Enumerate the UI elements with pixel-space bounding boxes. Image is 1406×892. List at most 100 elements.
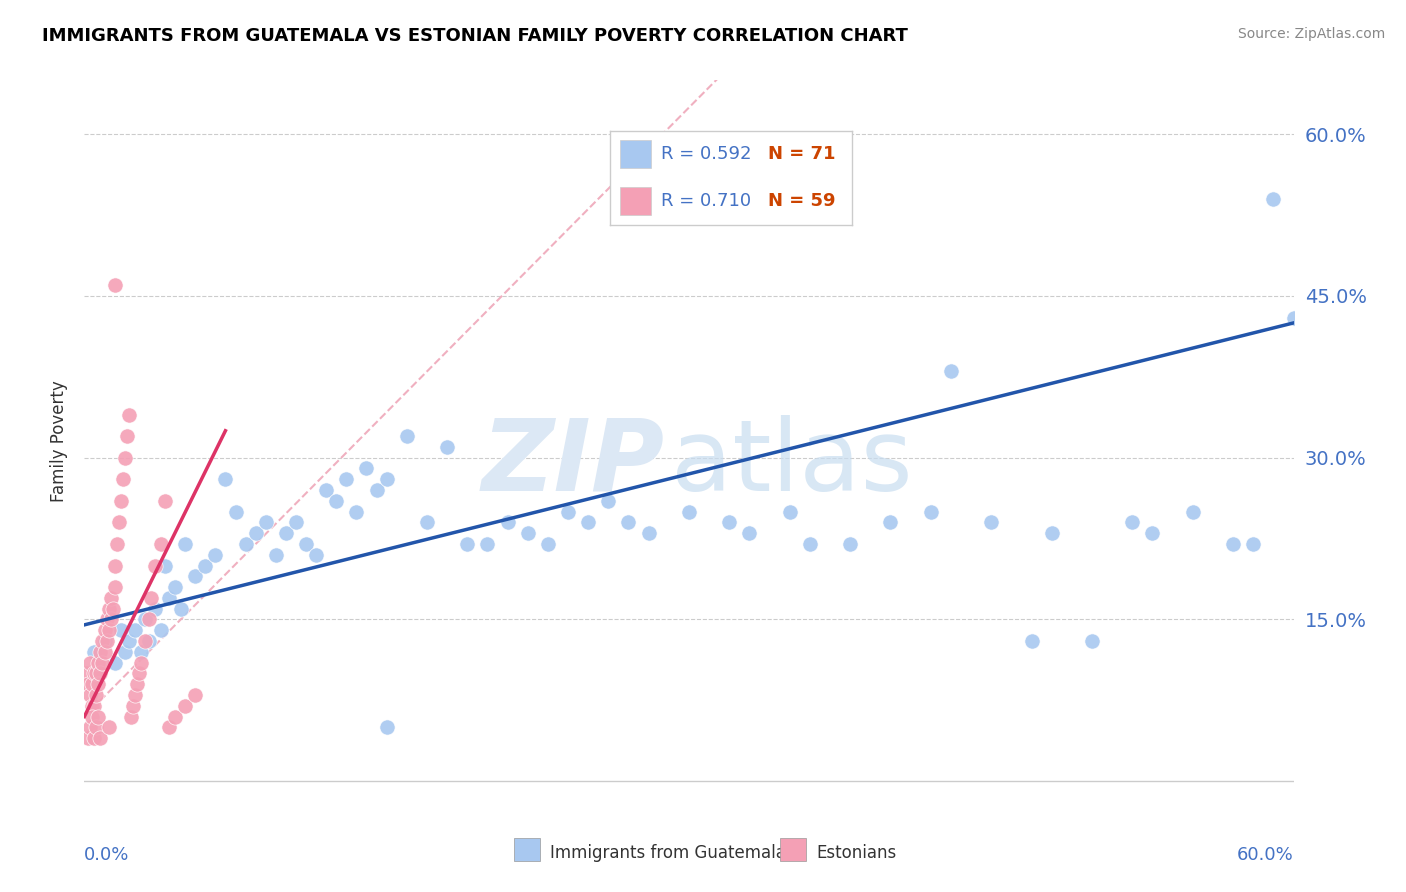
Point [89,645,111,659]
Point [436,440,458,454]
Point [346,505,368,519]
Point [395,429,418,443]
Point [335,472,357,486]
Point [576,516,599,530]
Point [1263,192,1285,206]
Point [416,516,439,530]
Text: Estonians: Estonians [815,845,896,863]
Point [100,612,122,626]
Point [114,645,136,659]
Point [274,526,297,541]
Point [718,516,741,530]
Point [77,677,100,691]
Point [1021,634,1043,648]
Point [617,516,640,530]
Point [456,537,478,551]
Point [96,612,118,626]
Text: atlas: atlas [671,415,912,512]
Point [124,688,146,702]
Point [128,666,150,681]
Point [799,537,821,551]
Point [184,688,207,702]
Point [496,516,519,530]
Point [105,537,128,551]
Point [315,483,337,497]
Point [157,591,180,605]
Point [97,624,120,638]
Point [104,278,127,293]
Point [110,624,132,638]
Point [87,677,110,691]
Point [129,645,152,659]
Point [89,666,111,681]
Point [225,505,247,519]
Point [87,709,110,723]
Point [121,698,143,713]
Point [477,537,499,551]
Point [1142,526,1164,541]
Point [93,624,115,638]
Point [375,472,398,486]
Point [1222,537,1244,551]
Point [295,537,318,551]
Point [107,516,129,530]
Point [939,364,962,378]
Point [149,537,172,551]
Point [138,634,160,648]
Point [104,558,127,573]
Bar [780,838,806,861]
Point [134,634,156,648]
Point [97,601,120,615]
Point [1181,505,1204,519]
Point [101,601,124,615]
Point [79,656,101,670]
Point [356,461,378,475]
Text: 0.0%: 0.0% [84,847,129,864]
Point [134,612,156,626]
Point [83,731,105,745]
Point [375,720,398,734]
Point [235,537,257,551]
Point [1081,634,1104,648]
Point [170,601,193,615]
Point [104,580,127,594]
Point [114,450,136,465]
Point [779,505,801,519]
Point [124,624,146,638]
Point [139,591,162,605]
Text: IMMIGRANTS FROM GUATEMALA VS ESTONIAN FAMILY POVERTY CORRELATION CHART: IMMIGRANTS FROM GUATEMALA VS ESTONIAN FA… [42,27,908,45]
Point [143,558,166,573]
Point [86,666,108,681]
Point [97,720,120,734]
Text: Immigrants from Guatemala: Immigrants from Guatemala [550,845,786,863]
Point [149,624,172,638]
Point [305,548,328,562]
Point [83,698,105,713]
Point [143,601,166,615]
Point [110,493,132,508]
Text: Source: ZipAtlas.com: Source: ZipAtlas.com [1237,27,1385,41]
Point [1040,526,1063,541]
Point [194,558,217,573]
Point [637,526,659,541]
Point [879,516,901,530]
Point [165,580,187,594]
Point [82,709,104,723]
Point [1282,310,1305,325]
Point [245,526,267,541]
Point [920,505,942,519]
Point [214,472,236,486]
Point [165,709,187,723]
Point [86,688,108,702]
Point [264,548,287,562]
Bar [513,838,540,861]
Point [75,666,97,681]
Point [93,634,115,648]
Point [1241,537,1264,551]
Point [96,634,118,648]
Y-axis label: Family Poverty: Family Poverty [49,381,67,502]
Point [174,537,197,551]
Point [516,526,538,541]
Point [118,408,141,422]
Point [153,558,176,573]
